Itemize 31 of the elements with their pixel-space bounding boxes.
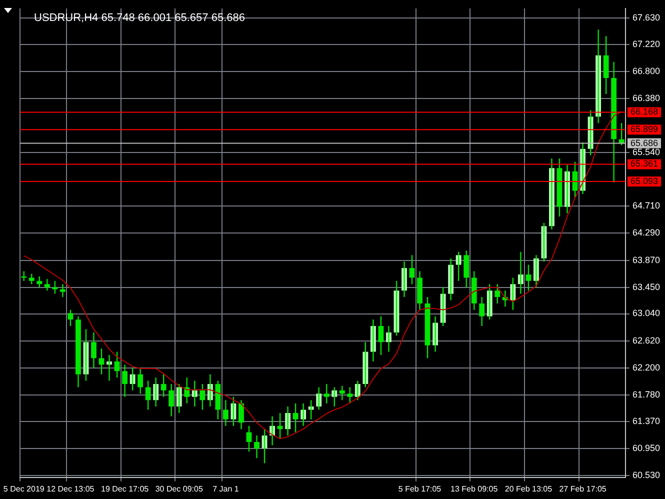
x-tick-label: 7 Jan 1 bbox=[212, 484, 240, 494]
x-tick-label: 27 Feb 17:05 bbox=[559, 484, 607, 494]
y-tick-label: 66.380 bbox=[632, 93, 660, 104]
y-tick-label: 62.200 bbox=[632, 362, 660, 372]
ref-line-label: 65.899 bbox=[630, 124, 658, 134]
y-tick-label: 61.370 bbox=[632, 416, 660, 426]
ref-line-label: 65.686 bbox=[630, 138, 658, 148]
y-tick-label: 64.290 bbox=[632, 228, 660, 238]
y-tick-label: 67.220 bbox=[632, 38, 660, 49]
x-tick-label: 30 Dec 09:05 bbox=[155, 484, 204, 494]
y-tick-label: 60.530 bbox=[632, 470, 660, 480]
x-tick-label: 13 Feb 09:05 bbox=[450, 484, 498, 494]
x-tick-label: 19 Dec 17:05 bbox=[100, 484, 150, 494]
y-tick-label: 63.450 bbox=[632, 282, 660, 292]
y-tick-label: 63.040 bbox=[632, 308, 660, 318]
ref-line-label: 65.361 bbox=[630, 158, 658, 169]
ref-line-label: 65.093 bbox=[630, 176, 658, 186]
chart-title: USDRUR,H4 65.748 66.001 65.657 65.686 bbox=[34, 12, 245, 24]
y-tick-label: 62.620 bbox=[632, 335, 660, 346]
x-tick-label: 20 Feb 13:05 bbox=[504, 484, 553, 494]
y-tick-label: 64.710 bbox=[632, 200, 660, 211]
y-tick-label: 60.950 bbox=[632, 442, 660, 453]
x-tick-label: 5 Feb 17:05 bbox=[398, 484, 442, 494]
y-tick-label: 65.540 bbox=[632, 147, 660, 158]
y-tick-label: 63.870 bbox=[632, 254, 660, 265]
ref-line-label: 66.168 bbox=[630, 106, 658, 117]
x-tick-label: 5 Dec 2019 bbox=[3, 484, 45, 494]
y-tick-label: 66.800 bbox=[632, 66, 660, 76]
y-tick-label: 67.630 bbox=[632, 12, 660, 23]
y-tick-label: 61.780 bbox=[632, 389, 660, 400]
x-tick-label: 12 Dec 13:05 bbox=[46, 484, 95, 494]
